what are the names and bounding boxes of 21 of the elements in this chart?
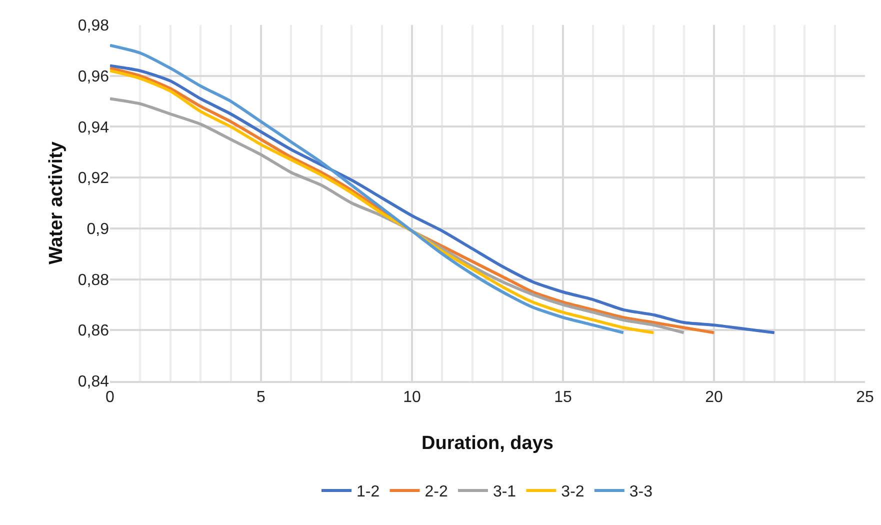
y-tick-label: 0,84 [78,374,110,391]
legend-label: 3-1 [492,484,516,501]
y-axis-title: Water activity [46,141,67,264]
legend-label: 2-2 [424,484,448,501]
y-tick-label: 0,98 [78,18,110,35]
x-tick-label: 5 [256,389,266,406]
y-tick-label: 0,9 [86,221,110,238]
x-tick-label: 20 [705,389,723,406]
y-tick-label: 0,86 [78,322,110,340]
legend-label: 3-3 [629,484,653,501]
y-tick-label: 0,92 [78,170,110,188]
x-tick-label: 0 [106,389,115,406]
y-tick-label: 0,88 [78,272,110,289]
x-tick-label: 25 [856,389,874,406]
x-axis-title: Duration, days [422,433,554,454]
y-tick-label: 0,94 [78,119,110,136]
x-tick-label: 15 [554,389,572,406]
x-tick-label: 10 [403,389,421,406]
legend-label: 1-2 [356,484,380,501]
y-tick-label: 0,96 [78,68,110,86]
legend-label: 3-2 [561,484,584,501]
